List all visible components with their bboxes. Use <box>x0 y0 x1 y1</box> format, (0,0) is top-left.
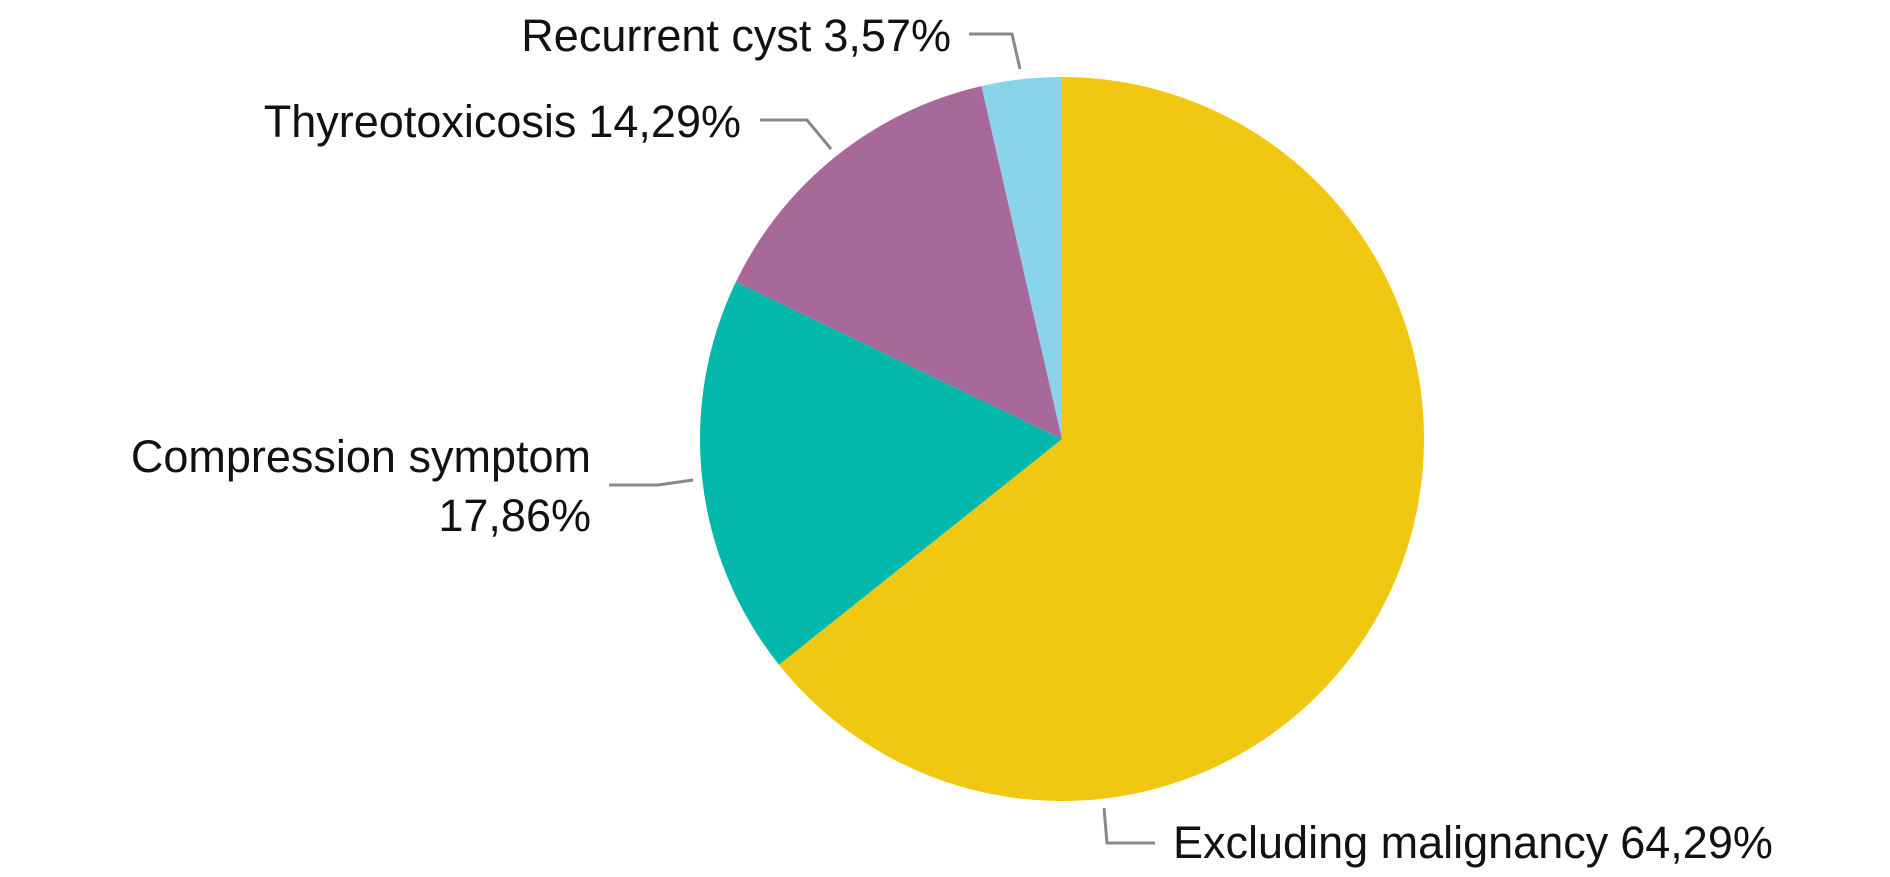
pie-slice <box>735 86 1062 439</box>
category-label: Compression symptom <box>131 431 591 482</box>
value-label: 14,29% <box>588 96 741 147</box>
value-label: 64,29% <box>1620 817 1773 868</box>
leader-line <box>609 478 694 487</box>
slice-label: Excluding malignancy 64,29% <box>1173 817 1773 868</box>
value-label: 17,86% <box>438 490 591 541</box>
pie <box>700 77 1425 801</box>
leader-line <box>969 32 1022 70</box>
slice-label: Recurrent cyst 3,57% <box>521 10 951 61</box>
category-label: Recurrent cyst <box>521 10 812 61</box>
pie-slice <box>700 281 1062 665</box>
leader-line <box>1102 807 1155 845</box>
category-label: Thyreotoxicosis <box>264 96 577 147</box>
pie-slice <box>981 77 1062 439</box>
pie-slice <box>779 77 1425 801</box>
leader-line <box>760 118 833 150</box>
slice-label: Thyreotoxicosis 14,29% <box>264 96 741 147</box>
category-label: Excluding malignancy <box>1173 817 1609 868</box>
value-label: 3,57% <box>823 10 951 61</box>
